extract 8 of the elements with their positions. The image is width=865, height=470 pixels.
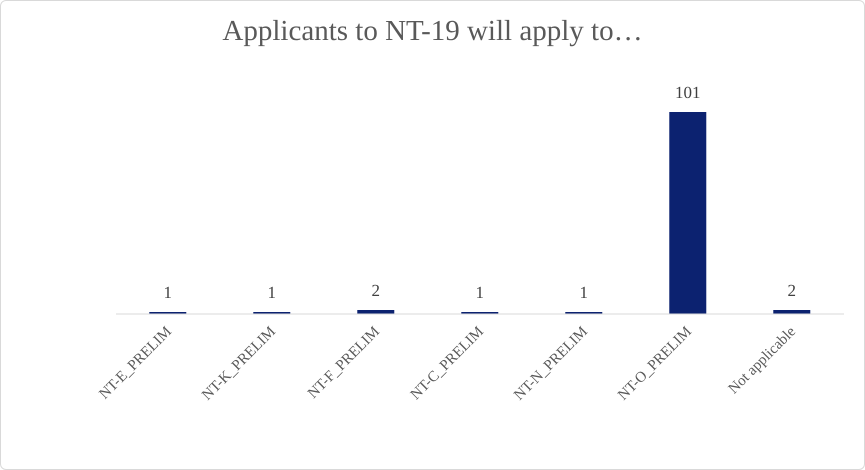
chart-title: Applicants to NT-19 will apply to… bbox=[221, 15, 644, 48]
data-label: 1 bbox=[268, 283, 276, 302]
data-label: 101 bbox=[675, 83, 701, 102]
data-label: 1 bbox=[580, 283, 588, 302]
data-label: 1 bbox=[164, 283, 172, 302]
data-label: 1 bbox=[476, 283, 484, 302]
data-label: 2 bbox=[788, 281, 796, 300]
data-label: 2 bbox=[372, 281, 380, 300]
